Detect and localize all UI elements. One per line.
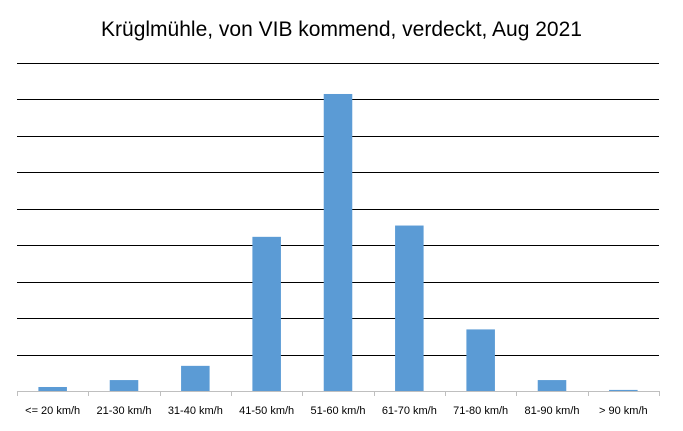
- bar: [109, 380, 139, 391]
- x-tick-label: > 90 km/h: [599, 405, 648, 417]
- x-tick-label: <= 20 km/h: [25, 405, 80, 417]
- bar: [466, 329, 495, 391]
- x-tick-label: 81-90 km/h: [524, 405, 579, 417]
- bar: [181, 365, 210, 391]
- bar: [609, 389, 638, 391]
- x-tick-label: 31-40 km/h: [168, 405, 223, 417]
- chart-title: Krüglmühle, von VIB kommend, verdeckt, A…: [101, 18, 582, 41]
- x-axis: [17, 391, 660, 396]
- bar: [38, 386, 67, 391]
- bar: [395, 225, 424, 391]
- x-tick-label: 21-30 km/h: [96, 405, 151, 417]
- x-tick-labels: <= 20 km/h 21-30 km/h 31-40 km/h 41-50 km/h…: [25, 405, 647, 417]
- bar: [323, 93, 353, 391]
- bar: [537, 380, 567, 391]
- x-tick-label: 61-70 km/h: [382, 405, 437, 417]
- x-tick-label: 41-50 km/h: [239, 405, 294, 417]
- x-tick-label: 71-80 km/h: [453, 405, 508, 417]
- bars: [38, 93, 638, 391]
- x-tick-label: 51-60 km/h: [310, 405, 365, 417]
- bar: [252, 236, 281, 391]
